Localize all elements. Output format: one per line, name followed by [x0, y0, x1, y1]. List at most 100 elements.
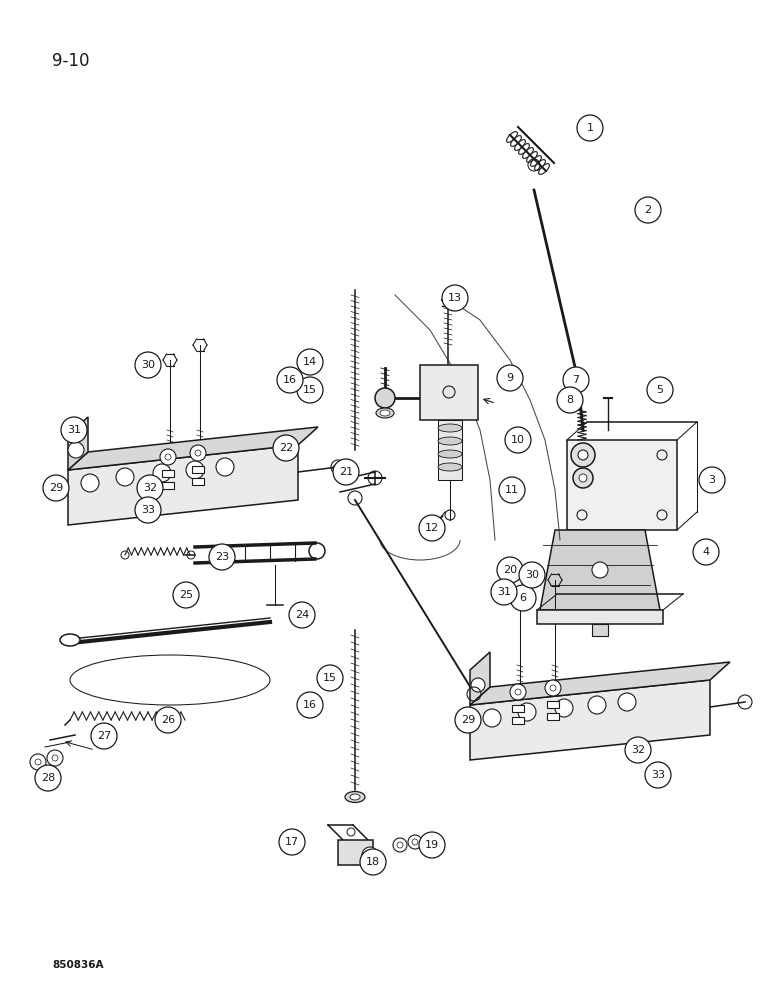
Circle shape [68, 442, 84, 458]
Circle shape [588, 696, 606, 714]
Text: 16: 16 [303, 700, 317, 710]
Circle shape [393, 838, 407, 852]
Circle shape [519, 562, 545, 588]
Circle shape [419, 515, 445, 541]
FancyBboxPatch shape [438, 420, 462, 480]
Circle shape [577, 115, 603, 141]
Circle shape [153, 464, 171, 482]
FancyBboxPatch shape [162, 482, 174, 488]
Text: 26: 26 [161, 715, 175, 725]
Text: 15: 15 [323, 673, 337, 683]
Circle shape [81, 474, 99, 492]
Circle shape [550, 685, 556, 691]
Circle shape [505, 427, 531, 453]
Text: 14: 14 [303, 357, 317, 367]
Circle shape [216, 458, 234, 476]
Circle shape [190, 445, 206, 461]
FancyBboxPatch shape [192, 478, 204, 485]
Circle shape [571, 443, 595, 467]
Circle shape [137, 475, 163, 501]
Circle shape [91, 723, 117, 749]
Polygon shape [470, 652, 490, 705]
Text: 3: 3 [708, 475, 715, 485]
Text: 18: 18 [366, 857, 380, 867]
FancyBboxPatch shape [537, 610, 663, 624]
Ellipse shape [438, 450, 462, 458]
Ellipse shape [438, 437, 462, 445]
Circle shape [52, 755, 58, 761]
Circle shape [360, 849, 386, 875]
Circle shape [47, 750, 63, 766]
Text: 11: 11 [505, 485, 519, 495]
Circle shape [121, 551, 129, 559]
Circle shape [35, 765, 61, 791]
Text: 30: 30 [525, 570, 539, 580]
Circle shape [471, 678, 485, 692]
Circle shape [187, 551, 195, 559]
Text: 4: 4 [703, 547, 710, 557]
Circle shape [116, 468, 134, 486]
Polygon shape [68, 445, 298, 525]
Circle shape [645, 762, 671, 788]
Text: 20: 20 [503, 565, 517, 575]
Text: 30: 30 [141, 360, 155, 370]
Circle shape [173, 582, 199, 608]
Text: 32: 32 [143, 483, 157, 493]
FancyBboxPatch shape [567, 440, 677, 530]
FancyBboxPatch shape [420, 365, 478, 420]
Circle shape [579, 474, 587, 482]
Ellipse shape [380, 410, 390, 416]
Text: 25: 25 [179, 590, 193, 600]
Circle shape [647, 377, 673, 403]
Text: 27: 27 [97, 731, 111, 741]
Ellipse shape [60, 634, 80, 646]
Circle shape [635, 197, 661, 223]
Circle shape [30, 754, 46, 770]
Circle shape [297, 692, 323, 718]
Circle shape [160, 449, 176, 465]
Circle shape [35, 759, 41, 765]
Circle shape [592, 562, 608, 578]
Circle shape [408, 835, 422, 849]
Text: 13: 13 [448, 293, 462, 303]
FancyBboxPatch shape [512, 716, 524, 724]
FancyBboxPatch shape [338, 840, 373, 865]
Ellipse shape [438, 463, 462, 471]
Text: 33: 33 [141, 505, 155, 515]
Circle shape [289, 602, 315, 628]
Circle shape [545, 680, 561, 696]
Circle shape [491, 579, 517, 605]
Circle shape [279, 829, 305, 855]
Polygon shape [68, 417, 88, 470]
Circle shape [412, 839, 418, 845]
Circle shape [618, 693, 636, 711]
Ellipse shape [438, 424, 462, 432]
Ellipse shape [350, 794, 360, 800]
Circle shape [419, 832, 445, 858]
Text: 23: 23 [215, 552, 229, 562]
Text: 21: 21 [339, 467, 353, 477]
Text: 31: 31 [67, 425, 81, 435]
Text: 33: 33 [651, 770, 665, 780]
Text: 5: 5 [657, 385, 664, 395]
Text: 15: 15 [303, 385, 317, 395]
Text: 31: 31 [497, 587, 511, 597]
Circle shape [693, 539, 719, 565]
Circle shape [165, 454, 171, 460]
Text: 850836A: 850836A [52, 960, 104, 970]
FancyBboxPatch shape [592, 624, 608, 636]
Circle shape [362, 847, 378, 863]
Circle shape [277, 367, 303, 393]
Circle shape [510, 684, 526, 700]
Circle shape [557, 387, 583, 413]
Text: 22: 22 [279, 443, 293, 453]
Text: 7: 7 [573, 375, 580, 385]
Text: 17: 17 [285, 837, 299, 847]
Text: 29: 29 [461, 715, 475, 725]
FancyBboxPatch shape [192, 466, 204, 473]
Circle shape [367, 852, 373, 858]
Circle shape [555, 699, 573, 717]
Text: 12: 12 [425, 523, 439, 533]
Circle shape [155, 707, 181, 733]
Text: 16: 16 [283, 375, 297, 385]
